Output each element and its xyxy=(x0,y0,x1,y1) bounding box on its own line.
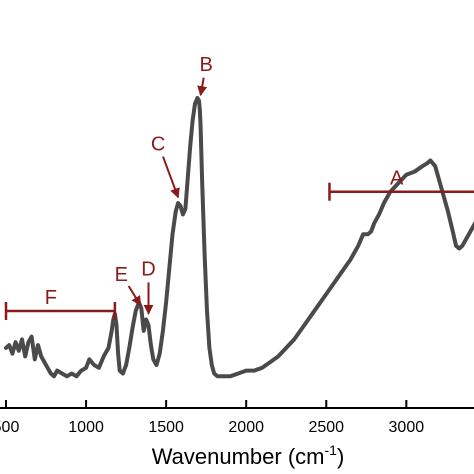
annotation-E-arrow xyxy=(127,285,142,307)
x-tick-label: 1000 xyxy=(68,419,104,436)
x-tick-label: 1500 xyxy=(148,419,184,436)
x-axis-label: Wavenumber (cm-1) xyxy=(152,442,345,469)
annotation-C-label: C xyxy=(151,133,165,155)
x-tick-label: 500 xyxy=(0,419,19,436)
annotation-B-label: B xyxy=(199,54,212,76)
x-tick-label: 3000 xyxy=(389,419,425,436)
x-tick-labels: 500 1000 1500 2000 2500 3000 xyxy=(0,419,424,436)
annotations: A B C DE F xyxy=(4,54,474,320)
annotation-C-arrow xyxy=(162,156,180,199)
annotation-B-arrow xyxy=(197,77,208,97)
spectrum-line xyxy=(4,96,474,379)
x-tick-label: 2000 xyxy=(228,419,264,436)
x-tick-label: 2500 xyxy=(308,419,344,436)
annotation-E-label: E xyxy=(115,264,128,286)
x-ticks xyxy=(5,400,408,408)
annotation-A-label: A xyxy=(390,168,404,190)
annotation-D-label: D xyxy=(141,258,155,280)
annotation-F-label: F xyxy=(45,287,57,309)
